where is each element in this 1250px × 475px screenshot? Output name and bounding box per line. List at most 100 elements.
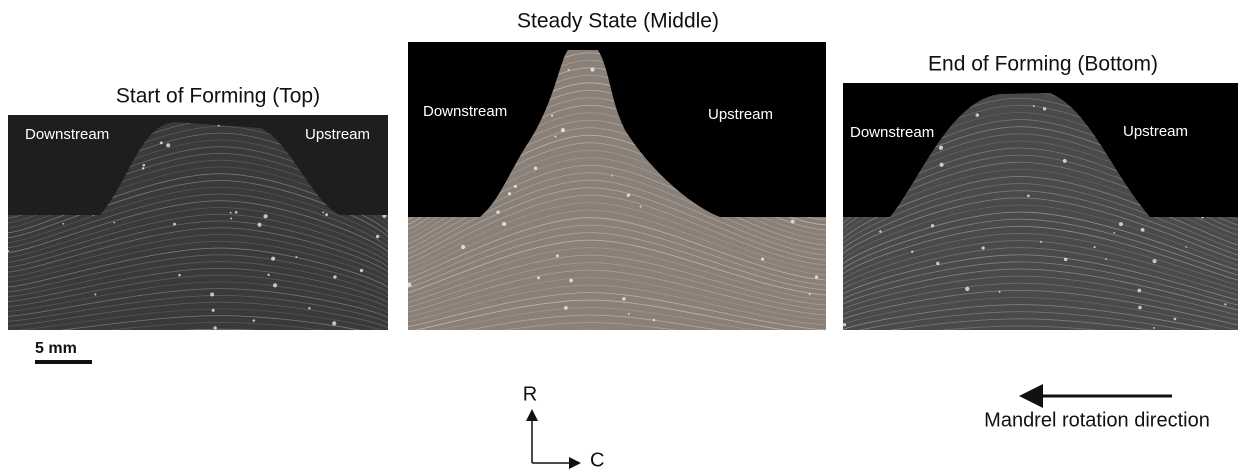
flow-line [841,0,1238,96]
particle [1141,228,1145,232]
particle [94,293,96,295]
particle [360,269,363,272]
side-label: Downstream [850,124,934,141]
particle [569,279,573,283]
particle [253,319,256,322]
particle [1033,105,1035,107]
particle [514,185,517,188]
scale-bar-label: 5 mm [35,340,77,357]
particle [502,222,506,226]
particle [160,141,163,144]
side-label: Upstream [708,106,773,123]
particle [508,192,511,195]
flow-line [408,338,826,360]
particle [568,69,570,71]
particle [1113,232,1115,234]
flow-line [841,340,1238,360]
particle [791,220,795,224]
particle [911,251,913,253]
particle [982,246,985,249]
particle [1153,259,1157,263]
particle [166,143,170,147]
particle [142,167,144,169]
particle [611,175,613,177]
side-label: Downstream [25,126,109,143]
particle [939,146,943,150]
particle [1174,318,1177,321]
particle [295,256,297,258]
particle [590,68,594,72]
flow-line [8,25,389,125]
particle [213,326,216,329]
particle [1105,258,1107,260]
axis-label: C [590,449,604,470]
particle [551,115,553,117]
particle [815,275,818,278]
particle [809,293,811,295]
particle [142,164,145,167]
flow-line [841,354,1238,370]
particle [235,211,238,214]
particle [1224,303,1226,305]
flow-line [408,353,826,370]
particle [178,274,181,277]
particle [1027,194,1030,197]
panel-title: End of Forming (Bottom) [928,53,1158,76]
particle [267,274,269,276]
particle [325,213,328,216]
particle [407,283,411,287]
particle [931,224,934,227]
particle [376,235,379,238]
particle [936,262,939,265]
particle [461,245,465,249]
flow-line [408,345,826,365]
particle [1185,246,1187,248]
particle [628,313,630,315]
particle [1137,289,1141,293]
particle [273,283,277,287]
side-label: Upstream [1123,123,1188,140]
particle [627,194,630,197]
particle [1063,159,1067,163]
particle [1119,222,1123,226]
particle [561,128,565,132]
particle [534,167,537,170]
particle [113,222,115,224]
particle [965,287,969,291]
particle [263,214,267,218]
particle [564,306,568,310]
particle [308,307,310,309]
particle [653,319,655,321]
particle [999,291,1001,293]
particle [761,257,764,260]
particle [1153,327,1155,329]
particle [976,113,980,117]
side-label: Downstream [423,103,507,120]
particle [1040,241,1042,243]
particle [1138,306,1142,310]
side-label: Upstream [305,126,370,143]
particle [496,210,499,213]
particle [556,254,559,257]
particle [257,223,261,227]
particle [640,206,642,208]
flow-line [841,347,1238,365]
particle [230,218,232,220]
particle [333,275,336,278]
particle [1064,258,1068,262]
panel-title: Steady State (Middle) [517,10,719,33]
particle [230,212,232,214]
particle [1043,107,1046,110]
particle [322,212,324,214]
axis-label: R [523,383,537,405]
particle [879,230,882,233]
particle [210,292,214,296]
particle [332,321,336,325]
particle [271,257,275,261]
page: {"panels": [ {"title": "Start of Forming… [0,0,1250,470]
rotation-label: Mandrel rotation direction [984,409,1210,431]
particle [537,276,540,279]
particle [173,223,176,226]
flow-line [841,333,1238,355]
particle [940,163,944,167]
